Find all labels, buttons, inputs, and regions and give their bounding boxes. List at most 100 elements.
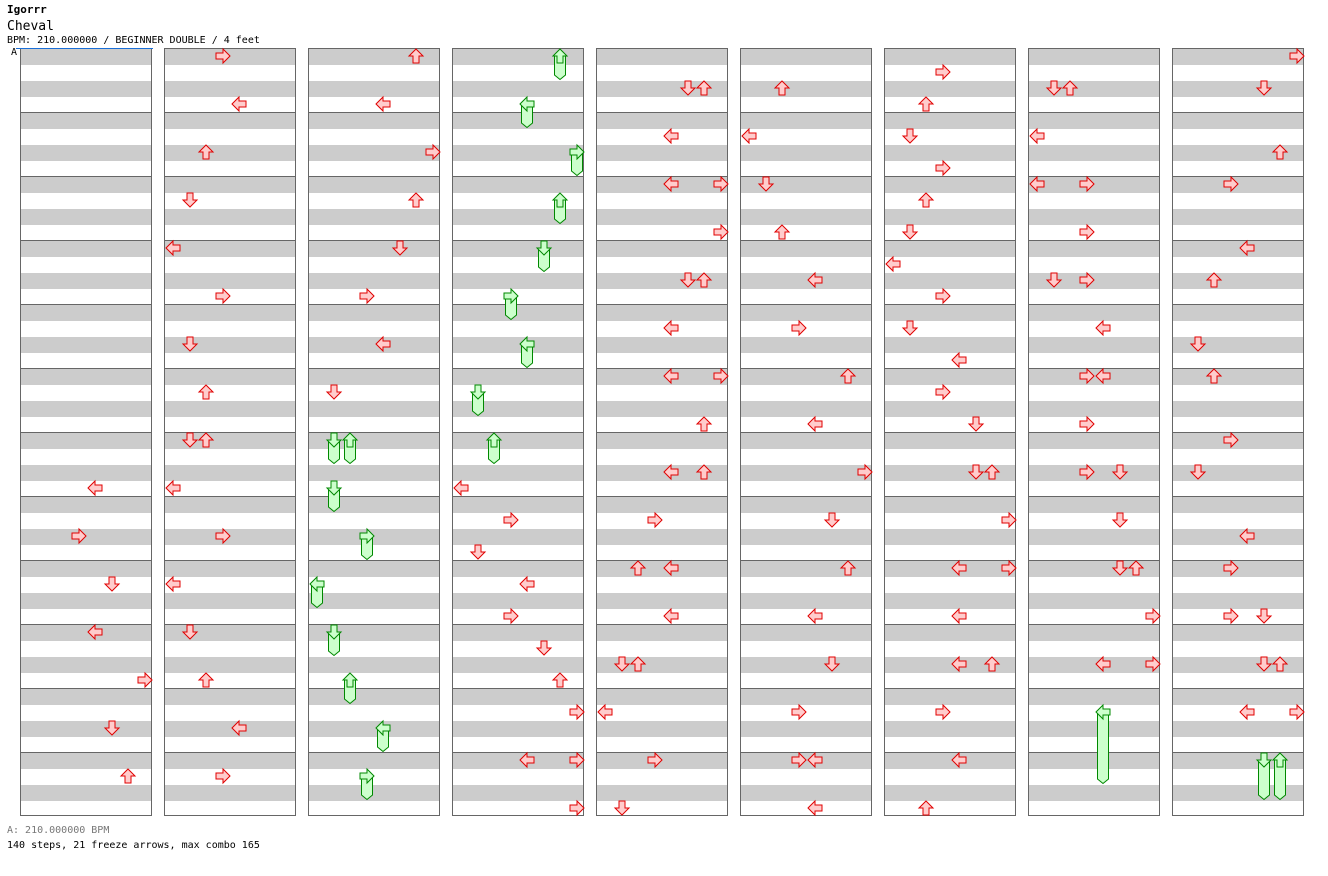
measure-line	[309, 752, 439, 753]
measure-line	[21, 496, 151, 497]
arrow-up-icon	[695, 416, 713, 432]
arrow-head	[1029, 175, 1045, 193]
arrow-head	[425, 143, 441, 161]
arrow-up-icon	[197, 672, 215, 688]
arrow-head	[165, 479, 181, 497]
measure-line	[1029, 624, 1159, 625]
arrow-head	[1095, 319, 1111, 337]
arrow-head	[807, 751, 823, 769]
measure-line	[597, 752, 727, 753]
arrow-head	[629, 560, 647, 576]
arrow-left-icon	[663, 175, 679, 193]
arrow-down-icon	[1189, 464, 1206, 480]
arrow-up-icon	[1061, 80, 1079, 96]
arrow-left-icon	[87, 479, 103, 497]
arrow-head	[597, 703, 613, 721]
arrow-right-icon	[1145, 655, 1161, 673]
freeze-arrow-down-icon	[535, 240, 552, 273]
arrow-left-icon	[663, 607, 679, 625]
arrow-head	[967, 416, 984, 432]
arrow-head	[1271, 656, 1289, 672]
measure-line	[741, 176, 871, 177]
arrow-left-icon	[807, 607, 823, 625]
arrow-head	[1205, 368, 1223, 384]
arrow-head	[807, 607, 823, 625]
measure-line	[597, 240, 727, 241]
arrow-down-icon	[1255, 608, 1272, 624]
measure-line	[453, 368, 583, 369]
freeze-arrow-right-icon	[569, 143, 585, 177]
arrow-left-icon	[1029, 175, 1045, 193]
arrow-head	[309, 575, 325, 593]
arrow-head	[165, 239, 181, 257]
arrow-head	[663, 607, 679, 625]
measure-line	[165, 432, 295, 433]
arrow-right-icon	[791, 751, 807, 769]
arrow-right-icon	[71, 527, 87, 545]
arrow-head	[453, 479, 469, 497]
arrow-head	[485, 432, 503, 448]
arrow-head	[1001, 511, 1017, 529]
measure-line	[885, 368, 1015, 369]
freeze-arrow-up-icon	[341, 432, 359, 465]
arrow-head	[935, 703, 951, 721]
arrow-down-icon	[469, 544, 486, 560]
arrow-head	[181, 192, 198, 208]
arrow-up-icon	[407, 48, 425, 64]
arrow-down-icon	[757, 176, 774, 192]
arrow-head	[535, 240, 552, 256]
arrow-right-icon	[569, 703, 585, 721]
measure-line	[1029, 240, 1159, 241]
freeze-arrow-right-icon	[359, 767, 375, 801]
arrow-head	[215, 527, 231, 545]
measure-line	[885, 560, 1015, 561]
freeze-arrow-right-icon	[503, 287, 519, 321]
measure-line	[597, 112, 727, 113]
arrow-head	[1255, 656, 1272, 672]
arrow-left-icon	[165, 575, 181, 593]
arrow-down-icon	[181, 432, 198, 448]
measure-line	[1173, 432, 1303, 433]
arrow-head	[951, 351, 967, 369]
measure-line	[453, 432, 583, 433]
arrow-head	[1255, 80, 1272, 96]
measure-line	[885, 112, 1015, 113]
arrow-head	[647, 511, 663, 529]
arrow-up-icon	[119, 768, 137, 784]
measure-line	[21, 112, 151, 113]
arrow-up-icon	[917, 800, 935, 816]
arrow-up-icon	[983, 464, 1001, 480]
arrow-right-icon	[359, 287, 375, 305]
arrow-up-icon	[1205, 368, 1223, 384]
arrow-left-icon	[597, 703, 613, 721]
arrow-up-icon	[695, 272, 713, 288]
arrow-down-icon	[1111, 560, 1128, 576]
measure-line	[453, 304, 583, 305]
arrow-right-icon	[1001, 559, 1017, 577]
measure-line	[1029, 752, 1159, 753]
arrow-right-icon	[1001, 511, 1017, 529]
arrow-head	[375, 95, 391, 113]
arrow-head	[325, 384, 342, 400]
arrow-left-icon	[741, 127, 757, 145]
arrow-down-icon	[1045, 272, 1062, 288]
arrow-head	[407, 192, 425, 208]
arrow-down-icon	[901, 320, 918, 336]
measure-line	[1029, 176, 1159, 177]
arrow-down-icon	[901, 128, 918, 144]
arrow-head	[103, 576, 120, 592]
measure-line	[21, 368, 151, 369]
arrow-right-icon	[1079, 175, 1095, 193]
measure-line	[453, 496, 583, 497]
arrow-head	[407, 48, 425, 64]
freeze-arrow-left-icon	[309, 575, 325, 609]
arrow-left-icon	[951, 559, 967, 577]
arrow-head	[917, 800, 935, 816]
chart-column	[452, 48, 584, 816]
arrow-head	[935, 63, 951, 81]
chart-column	[20, 48, 152, 816]
arrow-down-icon	[1111, 512, 1128, 528]
arrow-right-icon	[1289, 703, 1305, 721]
measure-line	[165, 368, 295, 369]
arrow-left-icon	[951, 607, 967, 625]
